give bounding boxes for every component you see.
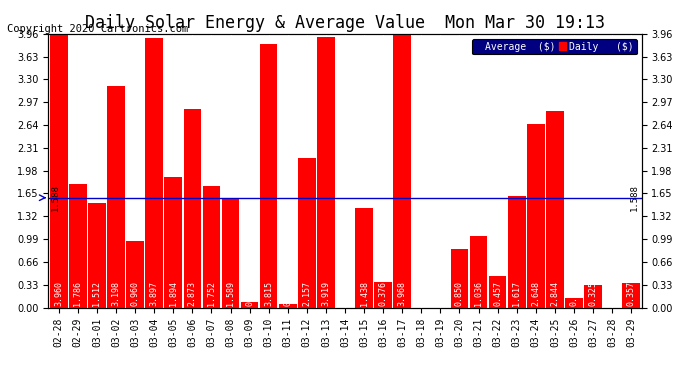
Text: 2.648: 2.648 xyxy=(531,281,540,306)
Bar xyxy=(489,276,506,308)
Text: 1.617: 1.617 xyxy=(512,281,521,306)
Text: 2.844: 2.844 xyxy=(551,281,560,306)
Text: Copyright 2020 Cartronics.com: Copyright 2020 Cartronics.com xyxy=(7,24,188,34)
Text: 1.036: 1.036 xyxy=(474,281,483,306)
Title: Daily Solar Energy & Average Value  Mon Mar 30 19:13: Daily Solar Energy & Average Value Mon M… xyxy=(85,14,605,32)
Text: 1.894: 1.894 xyxy=(169,281,178,306)
Text: 3.968: 3.968 xyxy=(397,281,406,306)
Bar xyxy=(279,304,297,307)
Bar xyxy=(451,249,469,308)
Bar xyxy=(260,44,277,308)
Text: 1.588: 1.588 xyxy=(630,184,639,211)
Text: 0.075: 0.075 xyxy=(245,281,254,306)
Text: 1.438: 1.438 xyxy=(359,281,368,306)
Text: 0.000: 0.000 xyxy=(340,281,350,306)
Text: 0.049: 0.049 xyxy=(284,281,293,306)
Text: 0.000: 0.000 xyxy=(436,281,445,306)
Text: 1.588: 1.588 xyxy=(51,184,60,211)
Text: 0.457: 0.457 xyxy=(493,281,502,306)
Bar xyxy=(69,184,87,308)
Bar xyxy=(317,37,335,308)
Text: 1.786: 1.786 xyxy=(73,281,82,306)
Bar xyxy=(565,298,583,307)
Text: 0.357: 0.357 xyxy=(627,281,635,306)
Bar xyxy=(508,196,526,308)
Bar xyxy=(375,282,392,308)
Text: 0.000: 0.000 xyxy=(417,281,426,306)
Text: 3.919: 3.919 xyxy=(322,281,331,306)
Bar xyxy=(393,33,411,308)
Text: 2.873: 2.873 xyxy=(188,281,197,306)
Text: 1.752: 1.752 xyxy=(207,281,216,306)
Bar xyxy=(107,86,125,308)
Bar xyxy=(527,124,544,308)
Bar xyxy=(88,203,106,308)
Text: 1.589: 1.589 xyxy=(226,281,235,306)
Bar xyxy=(50,34,68,308)
Text: 3.960: 3.960 xyxy=(55,281,63,306)
Bar xyxy=(221,198,239,308)
Bar xyxy=(298,158,315,308)
Bar xyxy=(355,208,373,308)
Bar xyxy=(546,111,564,308)
Bar xyxy=(622,283,640,308)
Bar xyxy=(584,285,602,308)
Bar xyxy=(203,186,220,308)
Bar xyxy=(126,241,144,308)
Bar xyxy=(470,236,487,308)
Text: 2.157: 2.157 xyxy=(302,281,311,306)
Text: 0.376: 0.376 xyxy=(379,281,388,306)
Text: 0.000: 0.000 xyxy=(608,281,617,306)
Bar xyxy=(184,109,201,308)
Text: 0.141: 0.141 xyxy=(569,281,578,306)
Text: 3.815: 3.815 xyxy=(264,281,273,306)
Text: 1.512: 1.512 xyxy=(92,281,101,306)
Text: 0.325: 0.325 xyxy=(589,281,598,306)
Bar xyxy=(164,177,182,308)
Bar xyxy=(241,302,258,307)
Legend: Average  ($), Daily   ($): Average ($), Daily ($) xyxy=(471,39,637,54)
Bar xyxy=(146,38,163,308)
Text: 0.960: 0.960 xyxy=(130,281,139,306)
Text: 3.897: 3.897 xyxy=(150,281,159,306)
Text: 3.198: 3.198 xyxy=(112,281,121,306)
Text: 0.850: 0.850 xyxy=(455,281,464,306)
